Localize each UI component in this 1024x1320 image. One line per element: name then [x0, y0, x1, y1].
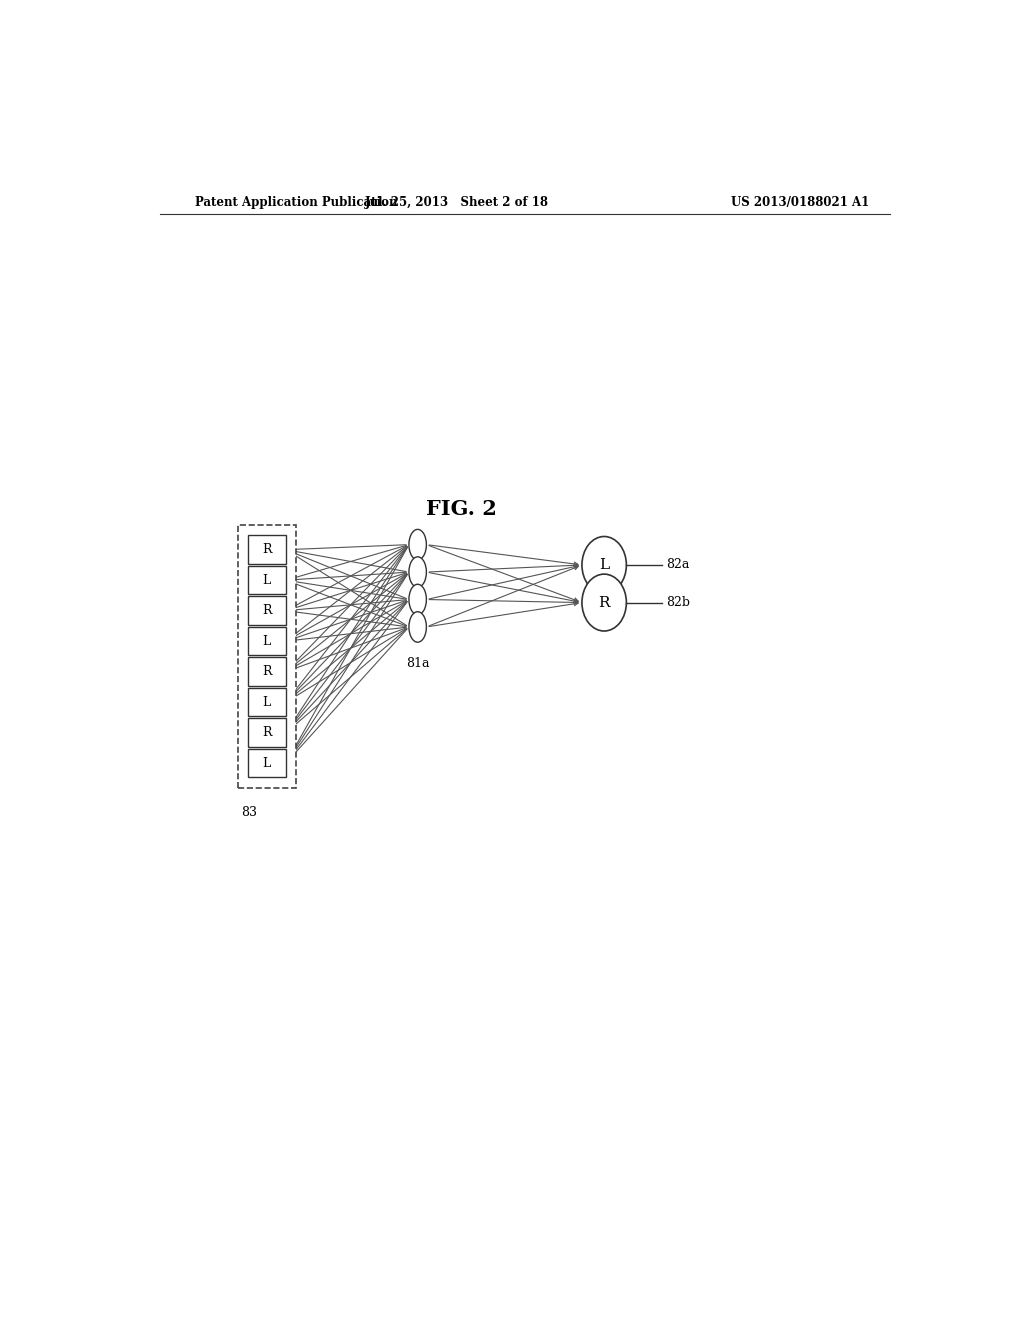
Ellipse shape — [409, 557, 426, 587]
Text: R: R — [262, 726, 271, 739]
Text: R: R — [262, 605, 271, 618]
Text: 82b: 82b — [666, 597, 690, 609]
FancyBboxPatch shape — [238, 525, 296, 788]
FancyBboxPatch shape — [248, 597, 286, 624]
Text: R: R — [262, 544, 271, 556]
FancyBboxPatch shape — [248, 536, 286, 564]
Text: Patent Application Publication: Patent Application Publication — [196, 195, 398, 209]
FancyBboxPatch shape — [248, 566, 286, 594]
Circle shape — [582, 574, 627, 631]
Text: US 2013/0188021 A1: US 2013/0188021 A1 — [731, 195, 869, 209]
Text: FIG. 2: FIG. 2 — [426, 499, 497, 519]
Text: 82a: 82a — [666, 558, 689, 572]
FancyBboxPatch shape — [248, 748, 286, 777]
Text: 81a: 81a — [406, 657, 429, 671]
Text: R: R — [262, 665, 271, 678]
Text: L: L — [263, 756, 271, 770]
FancyBboxPatch shape — [248, 688, 286, 717]
Ellipse shape — [409, 529, 426, 560]
Text: L: L — [263, 635, 271, 648]
FancyBboxPatch shape — [248, 627, 286, 656]
Circle shape — [582, 536, 627, 594]
Ellipse shape — [409, 611, 426, 643]
Text: L: L — [263, 696, 271, 709]
Text: 83: 83 — [242, 805, 257, 818]
Text: L: L — [599, 558, 609, 572]
Ellipse shape — [409, 585, 426, 615]
Text: Jul. 25, 2013   Sheet 2 of 18: Jul. 25, 2013 Sheet 2 of 18 — [366, 195, 549, 209]
FancyBboxPatch shape — [248, 657, 286, 686]
Text: L: L — [263, 574, 271, 586]
Text: R: R — [598, 595, 610, 610]
FancyBboxPatch shape — [248, 718, 286, 747]
